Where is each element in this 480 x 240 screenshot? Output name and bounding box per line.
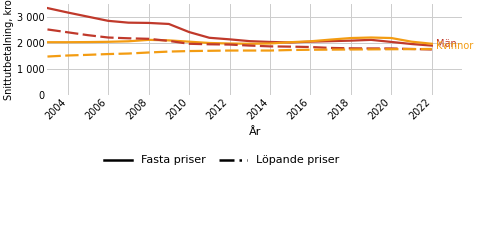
Y-axis label: Snittutbetalning, kro: Snittutbetalning, kro [4,0,14,100]
Legend: Fasta priser, Löpande priser: Fasta priser, Löpande priser [100,151,343,170]
X-axis label: År: År [249,127,261,137]
Text: Kvinnor: Kvinnor [436,41,473,51]
Text: Män: Män [436,39,456,49]
